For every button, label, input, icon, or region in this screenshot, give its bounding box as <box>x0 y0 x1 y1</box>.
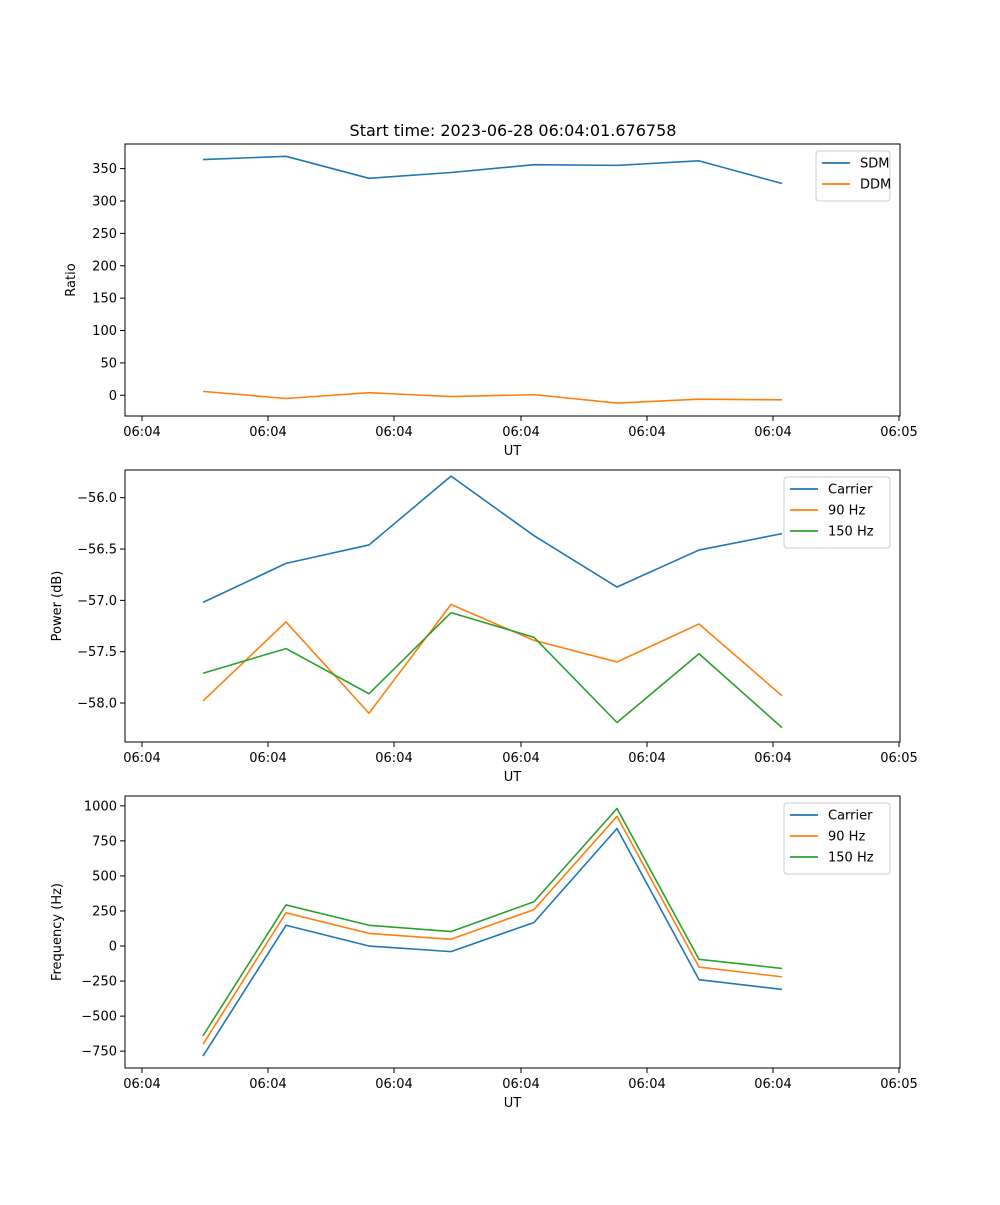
x-tick-label: 06:04 <box>123 751 160 766</box>
series-line-carrier <box>202 475 783 604</box>
series-line-carrier <box>202 827 783 1057</box>
y-tick-label: 50 <box>100 356 117 371</box>
x-tick-label: 06:04 <box>628 751 665 766</box>
x-tick-label: 06:05 <box>880 751 917 766</box>
y-tick-label: −56.0 <box>77 491 117 506</box>
y-tick-label: 150 <box>92 292 117 307</box>
y-tick-label: −57.0 <box>77 594 117 609</box>
legend-entry: 150 Hz <box>828 851 874 866</box>
series-line-150-hz <box>202 611 783 729</box>
legend-entry: Carrier <box>828 809 873 824</box>
plot-frame <box>124 795 901 1069</box>
y-tick-label: 100 <box>92 324 117 339</box>
series-line-sdm <box>202 155 783 185</box>
y-tick-label: 300 <box>92 194 117 209</box>
y-axis-label: Power (dB) <box>50 571 65 642</box>
y-tick-label: −250 <box>81 975 117 990</box>
y-tick-label: 200 <box>92 259 117 274</box>
y-tick-label: 0 <box>109 389 117 404</box>
chart-title: Start time: 2023-06-28 06:04:01.676758 <box>350 121 677 140</box>
series-line-90-hz <box>202 815 783 1045</box>
x-tick-label: 06:04 <box>502 751 539 766</box>
x-tick-label: 06:04 <box>249 1077 286 1092</box>
series-line-150-hz <box>202 807 783 1037</box>
y-tick-label: 250 <box>92 227 117 242</box>
x-tick-label: 06:04 <box>249 751 286 766</box>
x-tick-label: 06:04 <box>375 1077 412 1092</box>
series-line-ddm <box>202 390 783 404</box>
chart-panel-2: 06:04 06:04 06:04 06:04 06:04 06:04 06:05 −58.0… <box>50 469 918 785</box>
legend-entry: DDM <box>860 178 891 193</box>
x-tick-label: 06:05 <box>880 1077 917 1092</box>
x-tick-label: 06:04 <box>249 425 286 440</box>
y-tick-label: 350 <box>92 162 117 177</box>
x-tick-label: 06:04 <box>754 751 791 766</box>
x-axis-label: UT <box>504 770 522 785</box>
y-tick-label: −500 <box>81 1010 117 1025</box>
y-tick-label: 750 <box>92 834 117 849</box>
plot-frame <box>124 469 901 743</box>
x-tick-label: 06:05 <box>880 425 917 440</box>
legend-entry: 150 Hz <box>828 525 874 540</box>
y-axis-label: Ratio <box>64 263 79 296</box>
y-tick-label: −750 <box>81 1045 117 1060</box>
x-tick-label: 06:04 <box>375 751 412 766</box>
x-tick-label: 06:04 <box>502 1077 539 1092</box>
y-tick-label: 0 <box>109 940 117 955</box>
series-line-90-hz <box>202 603 783 715</box>
y-tick-label: 250 <box>92 904 117 919</box>
legend-entry: Carrier <box>828 483 873 498</box>
legend: SDM DDM <box>815 150 891 202</box>
y-tick-label: −57.5 <box>77 645 117 660</box>
x-tick-label: 06:04 <box>754 1077 791 1092</box>
x-tick-label: 06:04 <box>123 1077 160 1092</box>
legend: Carrier 90 Hz 150 Hz <box>783 802 891 875</box>
y-axis-label: Frequency (Hz) <box>50 883 65 981</box>
x-axis-label: UT <box>504 444 522 459</box>
x-tick-label: 06:04 <box>502 425 539 440</box>
y-tick-label: 1000 <box>84 799 117 814</box>
chart-panel-1: 06:04 06:04 06:04 06:04 06:04 06:04 06:05 0 50 10… <box>64 143 918 459</box>
x-tick-label: 06:04 <box>123 425 160 440</box>
legend-entry: 90 Hz <box>828 830 865 845</box>
x-tick-label: 06:04 <box>628 425 665 440</box>
plot-frame <box>124 143 901 417</box>
x-tick-label: 06:04 <box>754 425 791 440</box>
legend-entry: 90 Hz <box>828 504 865 519</box>
y-tick-label: −56.5 <box>77 543 117 558</box>
y-tick-label: 500 <box>92 869 117 884</box>
x-tick-label: 06:04 <box>375 425 412 440</box>
legend: Carrier 90 Hz 150 Hz <box>783 476 891 549</box>
x-tick-label: 06:04 <box>628 1077 665 1092</box>
x-axis-label: UT <box>504 1096 522 1111</box>
chart-panel-3: 06:04 06:04 06:04 06:04 06:04 06:04 06:05 −750 −… <box>50 795 918 1111</box>
y-tick-label: −58.0 <box>77 696 117 711</box>
legend-entry: SDM <box>860 157 889 172</box>
